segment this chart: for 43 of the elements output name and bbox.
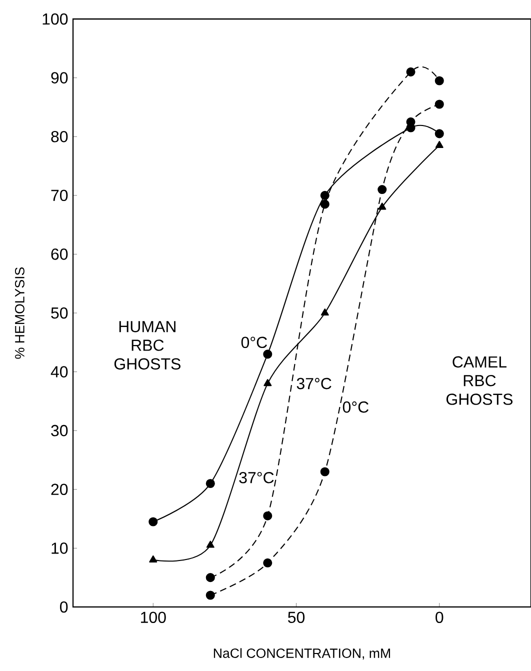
point: [320, 467, 330, 476]
y-tick-label: 90: [51, 72, 68, 84]
y-tick-label: 70: [51, 190, 68, 202]
series-label: 0°C: [342, 401, 369, 413]
point: [320, 200, 330, 209]
point: [378, 184, 387, 194]
point: [148, 517, 158, 526]
series-label: 0°C: [241, 336, 267, 348]
y-tick-label: 10: [52, 542, 68, 554]
y-tick-label: 40: [50, 366, 68, 378]
point: [435, 140, 444, 148]
point: [263, 558, 272, 568]
point: [206, 590, 215, 600]
x-axis-title: NaCl CONCENTRATION, mM: [214, 648, 390, 660]
x-tick-label: 100: [141, 612, 166, 624]
y-axis-title: % HEMOLYSIS: [14, 267, 24, 359]
x-tick-label: 0: [436, 612, 444, 624]
point: [434, 76, 444, 86]
point: [264, 379, 272, 386]
x-tick-label: 50: [288, 612, 305, 624]
point: [434, 129, 444, 138]
point: [320, 308, 329, 316]
point: [263, 350, 272, 359]
y-tick-label: 80: [51, 130, 68, 142]
y-tick-label: 20: [51, 484, 68, 496]
point: [378, 202, 386, 210]
y-tick-label: 30: [51, 424, 68, 436]
y-tick-label: 0: [60, 601, 68, 613]
point: [320, 190, 330, 200]
point: [206, 478, 215, 488]
series-label: 37°C: [239, 472, 274, 484]
point: [406, 67, 416, 76]
point: [206, 573, 215, 582]
y-tick-label: 100: [42, 13, 68, 25]
series-label: 37°C: [296, 378, 332, 390]
annotation: HUMAN RBC GHOSTS: [114, 321, 180, 370]
point: [149, 555, 158, 562]
point: [263, 511, 272, 520]
annotation: CAMEL RBC GHOSTS: [446, 356, 513, 405]
point: [206, 540, 214, 548]
point: [434, 100, 444, 109]
y-tick-label: 60: [51, 248, 68, 260]
y-tick-label: 50: [51, 307, 68, 319]
